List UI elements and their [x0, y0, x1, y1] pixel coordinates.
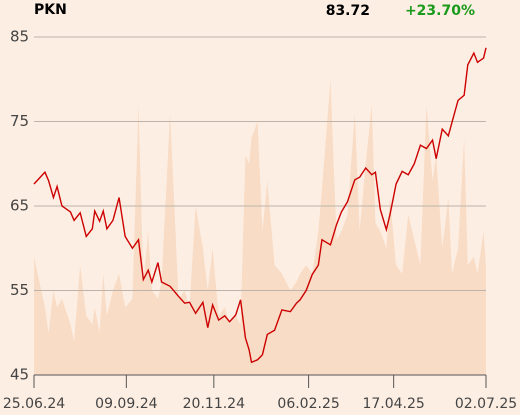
- y-tick-label: 45: [10, 366, 29, 384]
- x-tick-label: 17.04.25: [362, 396, 424, 412]
- y-tick-label: 75: [10, 112, 29, 130]
- x-tick-label: 06.02.25: [277, 396, 339, 412]
- x-tick-label: 20.11.24: [183, 396, 245, 412]
- change: +23.70%: [405, 3, 475, 19]
- y-tick-label: 55: [10, 281, 29, 299]
- x-tick-label: 09.09.24: [95, 396, 157, 412]
- chart-title: PKN: [34, 2, 67, 18]
- x-tick-label: 25.06.24: [3, 396, 65, 412]
- y-tick-label: 65: [10, 197, 29, 215]
- x-tick-label: 02.07.25: [455, 396, 517, 412]
- volume-area: [34, 79, 486, 375]
- last-value: 83.72: [326, 3, 370, 19]
- y-tick-label: 85: [10, 28, 29, 46]
- price-line: [33, 47, 487, 364]
